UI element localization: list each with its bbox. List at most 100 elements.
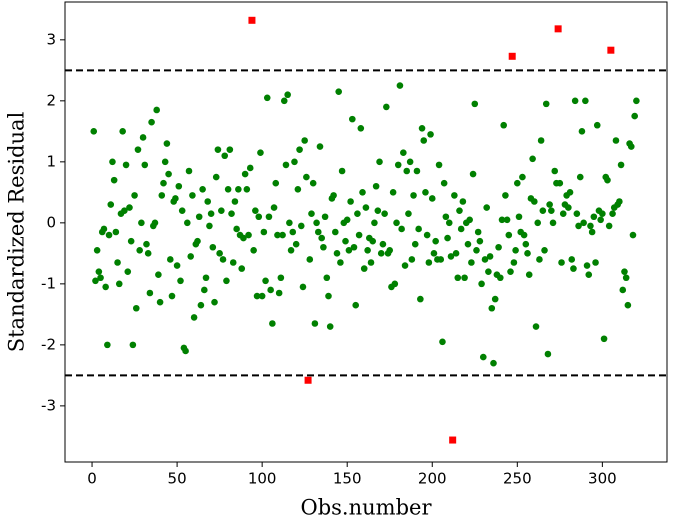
data-point xyxy=(440,179,448,187)
data-point xyxy=(238,265,246,272)
data-point xyxy=(229,259,237,266)
data-point xyxy=(202,274,210,282)
data-point xyxy=(621,268,628,275)
data-point xyxy=(350,243,358,251)
data-point xyxy=(303,173,310,181)
data-point xyxy=(435,161,443,169)
data-point xyxy=(212,173,220,181)
data-point xyxy=(326,323,334,330)
data-point xyxy=(498,216,506,224)
data-point xyxy=(314,228,322,236)
data-point xyxy=(90,128,98,135)
y-tick-label: -2 xyxy=(41,335,56,353)
data-point xyxy=(468,259,475,266)
data-point xyxy=(160,179,167,187)
data-point xyxy=(262,277,269,285)
data-point xyxy=(445,219,453,227)
data-point xyxy=(531,198,538,205)
data-point xyxy=(364,247,371,254)
data-point xyxy=(226,146,234,153)
data-point xyxy=(442,213,450,221)
data-point xyxy=(195,213,203,221)
data-point xyxy=(418,124,426,132)
data-point xyxy=(354,210,361,217)
data-point xyxy=(306,256,314,263)
data-point xyxy=(347,198,354,205)
data-point xyxy=(548,207,555,214)
data-point xyxy=(386,247,394,254)
data-point xyxy=(503,216,511,224)
data-point xyxy=(408,256,416,263)
data-point xyxy=(542,100,550,108)
y-tick-label: 3 xyxy=(46,30,56,48)
data-point xyxy=(605,222,613,230)
data-point xyxy=(439,338,446,346)
data-point xyxy=(207,210,215,217)
data-point xyxy=(616,198,623,205)
data-point xyxy=(269,320,276,327)
data-point xyxy=(245,231,252,239)
data-point xyxy=(539,207,547,214)
outlier-point xyxy=(248,16,256,24)
data-point xyxy=(172,195,179,202)
data-point xyxy=(112,228,120,236)
data-point xyxy=(337,259,344,266)
data-point xyxy=(422,189,429,196)
data-point xyxy=(355,231,363,239)
data-point xyxy=(166,256,174,263)
data-point xyxy=(478,280,485,288)
data-point xyxy=(622,274,630,282)
data-point xyxy=(177,277,184,285)
outlier-point xyxy=(304,376,312,384)
data-point xyxy=(294,185,302,193)
y-tick-label: 0 xyxy=(46,213,56,231)
data-point xyxy=(228,210,235,217)
data-point xyxy=(444,234,451,242)
data-point xyxy=(311,320,319,327)
data-point xyxy=(473,247,480,254)
data-point xyxy=(104,341,111,349)
data-point xyxy=(583,262,591,269)
data-point xyxy=(362,204,370,211)
data-point xyxy=(578,128,586,135)
data-point xyxy=(469,170,477,178)
data-point xyxy=(593,121,601,129)
data-point xyxy=(520,231,528,239)
data-point xyxy=(126,204,133,211)
x-tick-label: 100 xyxy=(248,470,277,488)
data-point xyxy=(631,112,638,120)
data-point xyxy=(153,106,160,114)
data-point xyxy=(102,283,109,291)
data-point xyxy=(566,189,574,196)
data-point xyxy=(483,204,490,211)
data-point xyxy=(403,167,411,175)
data-point xyxy=(165,170,172,178)
data-point xyxy=(454,274,462,282)
data-point xyxy=(224,185,232,193)
data-point xyxy=(144,250,152,257)
data-point xyxy=(360,265,368,272)
outlier-point xyxy=(607,46,615,54)
data-point xyxy=(122,161,130,169)
data-point xyxy=(525,271,533,279)
data-point xyxy=(287,247,295,254)
data-point xyxy=(349,115,356,123)
data-point xyxy=(291,158,298,166)
data-point xyxy=(235,185,242,193)
data-point xyxy=(243,185,251,193)
data-point xyxy=(325,292,332,300)
data-point xyxy=(221,152,229,160)
data-point xyxy=(178,207,186,214)
data-point xyxy=(425,259,433,266)
data-point xyxy=(114,259,121,266)
data-point xyxy=(250,247,257,254)
data-point xyxy=(100,225,108,233)
data-point xyxy=(204,198,212,205)
data-point xyxy=(515,213,523,221)
data-point xyxy=(389,189,397,196)
data-point xyxy=(624,301,632,309)
data-point xyxy=(512,247,519,254)
data-point xyxy=(522,240,530,248)
data-point xyxy=(161,158,169,166)
